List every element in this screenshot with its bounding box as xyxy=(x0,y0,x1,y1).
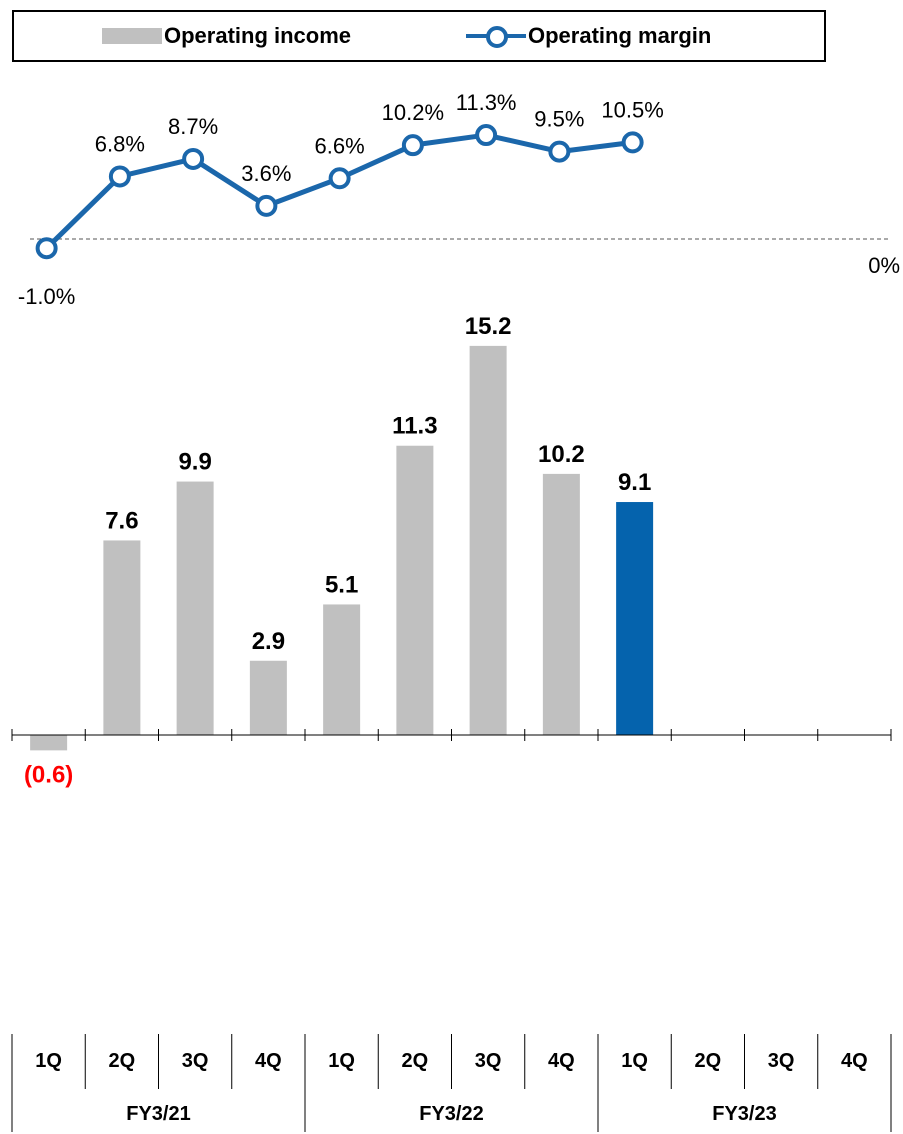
quarter-label: 2Q xyxy=(109,1050,136,1072)
margin-point-label: 9.5% xyxy=(534,107,584,132)
margin-point-label: 10.2% xyxy=(382,100,444,125)
margin-point-label: 8.7% xyxy=(168,114,218,139)
margin-point xyxy=(108,165,131,188)
legend-label-operating-margin: Operating margin xyxy=(528,23,712,48)
margin-point xyxy=(401,134,424,157)
margin-point xyxy=(548,140,571,163)
fiscal-year-label: FY3/22 xyxy=(419,1103,483,1125)
income-bar xyxy=(323,604,361,735)
legend-label-operating-income: Operating income xyxy=(164,23,352,48)
quarter-label: 4Q xyxy=(255,1050,282,1072)
legend-item-operating-margin: Operating margin xyxy=(466,12,711,60)
income-bar-label: 9.1 xyxy=(618,469,651,496)
quarter-label: 4Q xyxy=(548,1050,575,1072)
income-bar xyxy=(542,473,580,735)
income-bar-label: 2.9 xyxy=(252,628,285,655)
income-bar xyxy=(396,445,434,735)
margin-point xyxy=(328,167,351,190)
income-bar xyxy=(103,540,141,735)
margin-point xyxy=(182,147,205,170)
legend-item-operating-income: Operating income xyxy=(102,12,351,60)
quarter-label: 2Q xyxy=(402,1050,429,1072)
legend-line-swatch xyxy=(466,24,526,48)
zero-reference-label: 0% xyxy=(868,253,900,278)
fiscal-year-label: FY3/23 xyxy=(712,1103,776,1125)
margin-point-label: 6.8% xyxy=(95,131,145,156)
margin-point-label: 11.3% xyxy=(456,90,517,115)
chart-legend: Operating income Operating margin xyxy=(12,10,826,62)
income-bar xyxy=(176,481,214,735)
quarter-label: 1Q xyxy=(328,1050,355,1072)
margin-line-layer: 0% -1.0% 6.8% 8.7% 3.6% 6.6% 10.2% 11.3% 9.5% 10.… xyxy=(18,90,900,309)
quarter-label: 1Q xyxy=(621,1050,648,1072)
income-bar xyxy=(30,735,68,751)
margin-point xyxy=(35,237,58,260)
quarter-label: 4Q xyxy=(841,1050,868,1072)
income-bar xyxy=(469,345,507,735)
income-bar-label: 9.9 xyxy=(178,449,211,476)
quarter-label: 3Q xyxy=(475,1050,502,1072)
margin-point xyxy=(475,124,498,147)
margin-point xyxy=(255,194,278,217)
income-bar-layer: (0.6) 7.6 9.9 2.9 5.1 11.3 15.2 10.2 9.1 xyxy=(24,313,654,788)
income-bar-label: (0.6) xyxy=(24,761,73,788)
income-bar xyxy=(616,502,654,735)
legend-bar-swatch xyxy=(102,28,162,44)
margin-point-label: 10.5% xyxy=(601,97,663,122)
margin-point-label: 6.6% xyxy=(315,133,365,158)
margin-point-label: 3.6% xyxy=(241,161,291,186)
fiscal-year-label: FY3/21 xyxy=(126,1103,190,1125)
quarter-label: 2Q xyxy=(695,1050,722,1072)
quarter-label: 3Q xyxy=(182,1050,209,1072)
income-bar-label: 7.6 xyxy=(105,507,138,534)
income-bar xyxy=(249,660,287,735)
margin-point-label: -1.0% xyxy=(18,284,75,309)
income-bar-label: 11.3 xyxy=(392,413,437,440)
category-axis-layer: 1Q 2Q 3Q 4Q 1Q 2Q 3Q 4Q 1Q 2Q 3Q 4Q FY3/21 FY3/22 FY3/… xyxy=(11,729,892,1132)
margin-point xyxy=(621,131,644,154)
quarter-label: 3Q xyxy=(768,1050,795,1072)
income-bar-label: 10.2 xyxy=(538,441,585,468)
income-bar-label: 15.2 xyxy=(465,313,512,340)
income-bar-label: 5.1 xyxy=(325,571,358,598)
quarter-label: 1Q xyxy=(35,1050,62,1072)
